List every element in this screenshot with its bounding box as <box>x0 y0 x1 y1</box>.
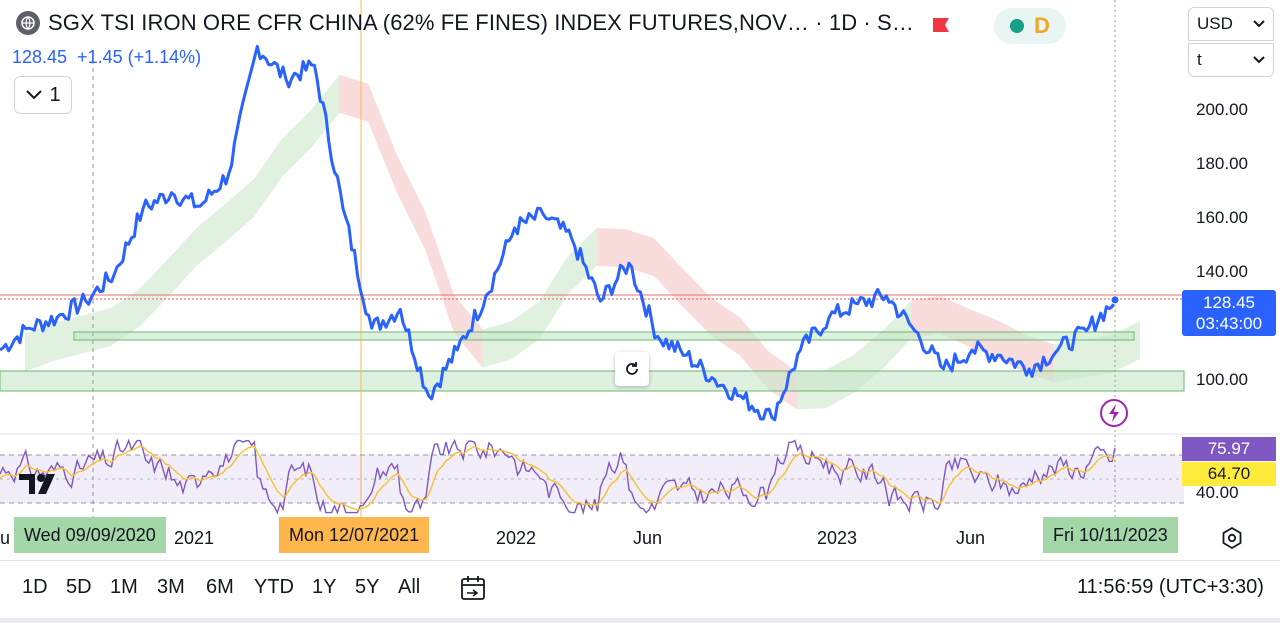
crosshair-date-right: Fri 10/11/2023 <box>1043 517 1178 553</box>
rsi-ma-line <box>0 445 1116 511</box>
cloud-segment <box>196 204 226 266</box>
chevron-down-icon <box>1253 56 1265 64</box>
range-button-ytd[interactable]: YTD <box>254 576 294 598</box>
price-axis-label: 200.00 <box>1196 100 1248 119</box>
last-price-tag: 128.45 03:43:00 <box>1182 290 1276 336</box>
time-axis-label: 2023 <box>817 528 858 548</box>
support-zone-upper <box>73 331 1135 341</box>
rsi-axis-label: 40.00 <box>1196 483 1239 502</box>
cloud-segment <box>253 138 283 218</box>
chevron-down-icon <box>26 90 43 100</box>
unit-select[interactable]: t <box>1188 43 1274 77</box>
price-axis-label: 180.00 <box>1196 154 1248 173</box>
last-price-point <box>1110 295 1120 305</box>
delayed-data-badge: D <box>1034 13 1050 38</box>
currency-value: USD <box>1197 14 1233 33</box>
cloud-segment <box>25 322 54 372</box>
cloud-segment <box>1082 334 1112 378</box>
price-chart[interactable] <box>0 0 1280 560</box>
cloud-segment <box>139 259 168 327</box>
price-axis-label: 160.00 <box>1196 208 1248 227</box>
reset-icon <box>626 362 638 375</box>
cloud-segment <box>282 110 311 177</box>
indicators-toggle-button[interactable]: 1 <box>14 76 72 114</box>
cloud-segment <box>167 227 197 298</box>
range-button-5d[interactable]: 5D <box>66 576 92 598</box>
time-axis-label: Jun <box>956 528 986 548</box>
cloud-segment <box>625 229 654 277</box>
support-zone-lower <box>0 370 1185 392</box>
crosshair-date-mid: Mon 12/07/2021 <box>279 517 430 553</box>
cloud-segment <box>482 321 512 368</box>
calendar-icon[interactable] <box>458 573 488 603</box>
price-series-line <box>0 44 1117 422</box>
time-axis-label: 2021 <box>174 528 215 548</box>
last-price-value: 128.45 <box>1203 293 1255 312</box>
tradingview-logo[interactable] <box>17 470 65 498</box>
cloud-segment <box>339 74 369 122</box>
price-change-readout: 128.45 +1.45 (+1.14%) <box>12 47 202 67</box>
currency-select[interactable]: USD <box>1188 7 1274 41</box>
time-axis-label: 2022 <box>496 528 537 548</box>
flag-icon[interactable] <box>932 17 950 33</box>
range-button-5y[interactable]: 5Y <box>355 576 380 598</box>
cloud-segment <box>53 315 83 361</box>
range-button-all[interactable]: All <box>398 576 421 598</box>
cloud-segment <box>911 295 940 339</box>
cloud-segment <box>82 307 111 354</box>
cloud-segment <box>368 83 397 193</box>
bar-countdown: 03:43:00 <box>1195 314 1263 333</box>
cloud-segment <box>539 255 569 340</box>
cloud-segment <box>396 154 426 250</box>
cloud-segment <box>682 268 712 336</box>
time-axis-label-clipped: u <box>0 528 11 548</box>
range-button-1m[interactable]: 1M <box>110 576 138 598</box>
time-axis-label: Jun <box>633 528 663 548</box>
ichimoku-cloud <box>25 74 1140 410</box>
chevron-down-icon <box>1253 20 1265 28</box>
symbol-title-text: SGX TSI IRON ORE CFR CHINA (62% FE FINES… <box>48 10 914 35</box>
indicators-count: 1 <box>49 83 61 106</box>
range-button-1d[interactable]: 1D <box>22 576 48 598</box>
crosshair-date-left: Wed 09/09/2020 <box>14 517 166 553</box>
bottom-strip <box>0 618 1280 623</box>
cloud-segment <box>596 227 626 268</box>
cloud-segment <box>425 211 454 333</box>
rsi-ma-value-tag: 64.70 <box>1182 462 1276 486</box>
cloud-segment <box>511 301 540 360</box>
globe-icon <box>16 11 40 35</box>
symbol-title[interactable]: SGX TSI IRON ORE CFR CHINA (62% FE FINES… <box>16 10 914 36</box>
cloud-segment <box>225 179 254 243</box>
cloud-segment <box>711 297 740 356</box>
range-button-1y[interactable]: 1Y <box>312 576 337 598</box>
unit-value: t <box>1197 50 1202 69</box>
rsi-value-tag: 75.97 <box>1182 437 1276 461</box>
price-axis-label: 100.00 <box>1196 370 1248 389</box>
range-button-6m[interactable]: 6M <box>206 576 234 598</box>
timezone-clock[interactable]: 11:56:59 (UTC+3:30) <box>1077 576 1264 598</box>
price-axis-label: 140.00 <box>1196 262 1248 281</box>
lightning-icon[interactable] <box>1099 398 1129 428</box>
market-status-pill[interactable]: D <box>994 8 1066 44</box>
market-open-icon <box>1010 19 1025 33</box>
settings-icon[interactable] <box>1220 526 1244 550</box>
range-button-3m[interactable]: 3M <box>157 576 185 598</box>
bottom-toolbar <box>0 560 1280 619</box>
cloud-segment <box>653 238 683 307</box>
cloud-segment <box>1111 321 1140 373</box>
reset-chart-button[interactable] <box>615 352 649 386</box>
